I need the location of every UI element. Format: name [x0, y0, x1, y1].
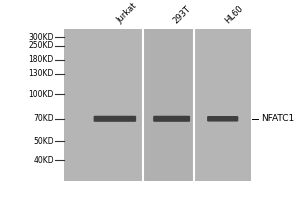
Text: NFATC1: NFATC1 [261, 114, 294, 123]
Text: 70KD: 70KD [33, 114, 54, 123]
Text: 130KD: 130KD [28, 69, 54, 78]
Text: 300KD: 300KD [28, 33, 54, 42]
Text: 180KD: 180KD [28, 55, 54, 64]
FancyBboxPatch shape [153, 116, 190, 122]
FancyBboxPatch shape [94, 116, 136, 122]
Text: Jurkat: Jurkat [115, 1, 139, 25]
FancyBboxPatch shape [143, 29, 194, 181]
FancyBboxPatch shape [64, 29, 251, 181]
FancyBboxPatch shape [207, 116, 238, 122]
Text: 250KD: 250KD [28, 41, 54, 50]
Text: 100KD: 100KD [28, 90, 54, 99]
FancyBboxPatch shape [64, 29, 143, 181]
FancyBboxPatch shape [194, 29, 251, 181]
Text: 293T: 293T [172, 4, 193, 25]
Text: HL60: HL60 [223, 3, 244, 25]
Text: 40KD: 40KD [33, 156, 54, 165]
Text: 50KD: 50KD [33, 137, 54, 146]
